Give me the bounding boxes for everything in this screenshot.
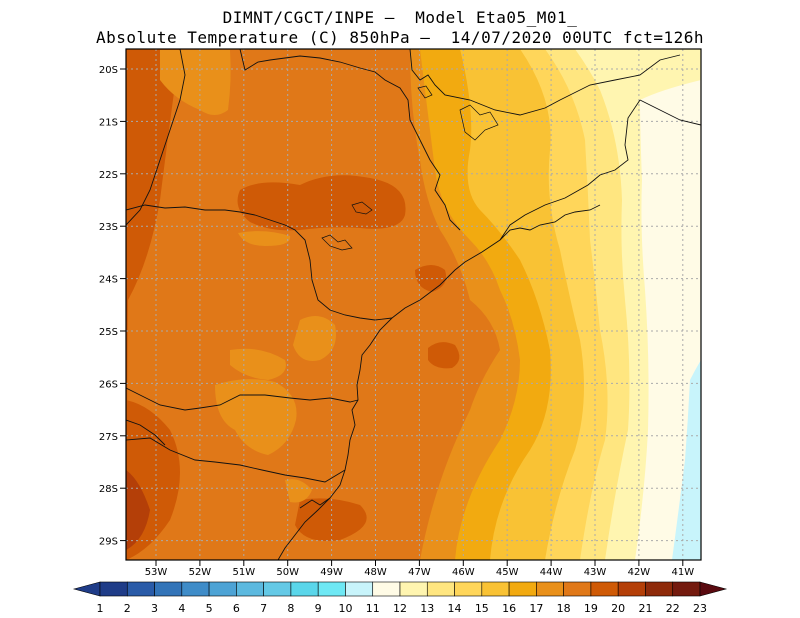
map-frame	[125, 48, 702, 561]
title-line-1: DIMNT/CGCT/INPE – Model Eta05_M01_	[222, 8, 578, 27]
lake-itaipu	[321, 234, 353, 251]
colorbar-label: 7	[260, 602, 267, 615]
lake-interior	[351, 201, 373, 215]
lon-label: 47W	[408, 567, 431, 578]
lat-label: 27S	[99, 432, 118, 443]
lon-label: 51W	[232, 567, 255, 578]
reservoirs	[321, 85, 499, 251]
colorbar-swatch	[481, 581, 510, 597]
colorbar-arrow-left	[72, 581, 101, 597]
colorbar-label: 20	[611, 602, 625, 615]
lat-label: 22S	[99, 170, 118, 181]
colorbar-arrow-right	[699, 581, 728, 597]
colorbar-swatch	[345, 581, 374, 597]
lon-axis-labels: 53W 52W 51W 50W 49W 48W 47W 46W 45W 44W 43W 42W 41W	[145, 560, 694, 578]
lake-furnas	[459, 104, 499, 141]
colorbar-label: 2	[124, 602, 131, 615]
colorbar-label: 23	[693, 602, 707, 615]
lon-label: 49W	[320, 567, 343, 578]
colorbar-label: 11	[366, 602, 380, 615]
colorbar-label: 1	[97, 602, 104, 615]
colorbar-label: 14	[448, 602, 462, 615]
state-border-es	[639, 99, 701, 126]
state-border-rs	[126, 437, 346, 483]
state-border-pr-north	[126, 204, 393, 321]
lake-north	[417, 85, 433, 99]
lon-label: 52W	[189, 567, 212, 578]
lat-label: 29S	[99, 537, 118, 548]
colorbar-label: 10	[338, 602, 352, 615]
colorbar-swatch	[563, 581, 592, 597]
colorbar-swatch	[208, 581, 237, 597]
lat-label: 26S	[99, 379, 118, 390]
colorbar-swatch	[99, 581, 128, 597]
colorbar-swatch	[236, 581, 264, 597]
colorbar-swatch	[590, 581, 619, 597]
lat-label: 23S	[99, 222, 118, 233]
colorbar-label: 9	[315, 602, 322, 615]
colorbar-swatch	[181, 581, 210, 597]
lat-label: 28S	[99, 484, 118, 495]
state-border-sc-north	[126, 387, 359, 411]
colorbar-label: 22	[666, 602, 680, 615]
colorbar-swatch	[617, 581, 646, 597]
lon-label: 41W	[671, 567, 694, 578]
colorbar-label: 21	[638, 602, 652, 615]
colorbar-swatch	[536, 581, 564, 597]
colorbar-swatch	[154, 581, 183, 597]
colorbar-swatch	[290, 581, 319, 597]
border-argentina	[126, 419, 166, 446]
colorbar-swatch	[399, 581, 428, 597]
colorbar-label: 4	[178, 602, 185, 615]
state-border-mg-sp	[239, 49, 461, 231]
colorbar-swatch	[372, 581, 401, 597]
lat-label: 25S	[99, 327, 118, 338]
colorbar-label: 3	[151, 602, 158, 615]
colorbar-label: 5	[206, 602, 213, 615]
lon-label: 44W	[540, 567, 563, 578]
title-line-2: Absolute Temperature (C) 850hPa – 14/07/…	[96, 28, 704, 47]
lon-label: 48W	[364, 567, 387, 578]
colorbar-swatch	[263, 581, 292, 597]
colorbar-label: 19	[584, 602, 598, 615]
colorbar-swatch	[426, 581, 455, 597]
lon-label: 50W	[276, 567, 299, 578]
colorbar-swatch	[454, 581, 483, 597]
colorbar: 1 2 3 4 5 6 7 8 9 10 11 12 13 14 15 16 17 18 19 20 21 22 23	[72, 581, 728, 615]
lat-axis-labels: 20S 21S 22S 23S 24S 25S 26S 27S 28S 29S	[99, 65, 126, 548]
lon-label: 43W	[584, 567, 607, 578]
colorbar-label: 15	[475, 602, 489, 615]
lat-label: 24S	[99, 275, 118, 286]
lon-label: 42W	[628, 567, 651, 578]
colorbar-label: 8	[287, 602, 294, 615]
temperature-field	[126, 49, 701, 560]
state-border-ms	[126, 49, 186, 226]
colorbar-swatch	[508, 581, 537, 597]
colorbar-swatch	[126, 581, 155, 597]
colorbar-label: 12	[393, 602, 407, 615]
colorbar-label: 17	[529, 602, 543, 615]
colorbar-swatch	[317, 581, 346, 597]
colorbar-label: 13	[420, 602, 434, 615]
lat-label: 20S	[99, 65, 118, 76]
lat-lon-grid	[126, 49, 701, 560]
lon-label: 53W	[145, 567, 168, 578]
boundaries	[126, 49, 701, 560]
colorbar-label: 18	[557, 602, 571, 615]
bay-outline	[499, 204, 601, 241]
colorbar-swatch	[672, 581, 701, 597]
state-border-mg	[409, 49, 681, 116]
lagoon	[299, 497, 331, 509]
lon-label: 45W	[496, 567, 519, 578]
lon-label: 46W	[452, 567, 475, 578]
lat-label: 21S	[99, 117, 118, 128]
colorbar-label: 6	[233, 602, 240, 615]
colorbar-label: 16	[502, 602, 516, 615]
colorbar-swatch	[645, 581, 674, 597]
